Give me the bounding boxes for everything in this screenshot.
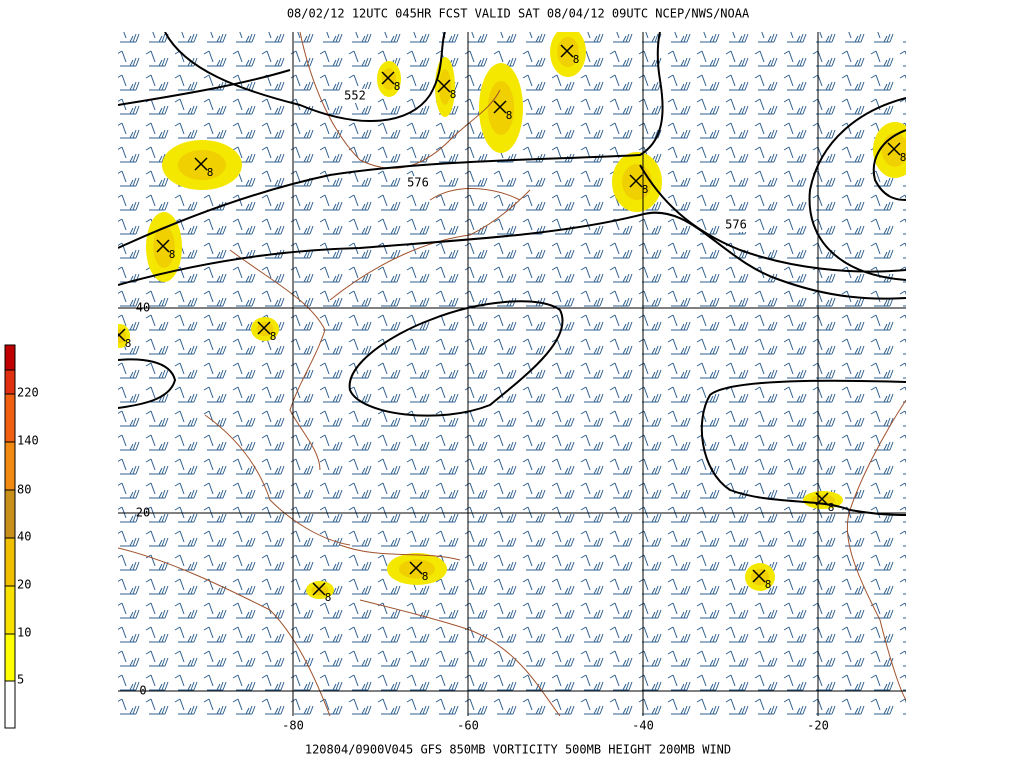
map-area: 40 20 0 552 576 576 8 8 8 8 8 8 8 8 8 8 8 8 8 8	[118, 32, 907, 716]
vorticity-max-marker	[887, 142, 901, 156]
coastline	[329, 189, 531, 301]
height-contour	[639, 164, 906, 273]
color-swatch	[4, 633, 16, 682]
vorticity-max-label: 8	[642, 183, 649, 196]
label-backdrop	[404, 176, 432, 190]
latitude-label: 20	[136, 506, 150, 520]
vorticity-max-marker	[815, 492, 829, 506]
height-contour	[118, 358, 177, 409]
legend-label: 140	[17, 434, 39, 448]
vorticity-max-label: 8	[900, 151, 907, 164]
lat-lon-grid	[118, 32, 906, 716]
height-contour-label: 552	[344, 89, 366, 103]
vorticity-max-label: 8	[394, 80, 401, 93]
legend-label: 10	[17, 626, 31, 640]
vorticity-max-label: 8	[422, 570, 429, 583]
height-contour	[808, 97, 906, 281]
longitude-label: -40	[632, 719, 654, 733]
vorticity-max-marker	[493, 100, 507, 114]
coastline	[339, 544, 561, 716]
colorbar	[4, 344, 16, 729]
vorticity-max-marker	[752, 569, 766, 583]
vorticity-max-marker	[381, 71, 395, 85]
color-swatch	[4, 489, 16, 539]
latitude-label: 0	[139, 684, 146, 698]
coastline	[118, 547, 331, 716]
height-contour	[348, 300, 564, 417]
coastline	[846, 399, 906, 701]
vorticity-max-marker	[156, 239, 170, 253]
color-swatch	[4, 369, 16, 395]
vorticity-max-label: 8	[450, 88, 457, 101]
color-swatch	[4, 344, 16, 371]
vorticity-max-label: 8	[125, 337, 132, 350]
coastline	[204, 414, 351, 546]
longitude-label: -20	[807, 719, 829, 733]
height-contour	[164, 32, 446, 122]
footer-caption: 120804/0900V045 GFS 850MB VORTICITY 500M…	[305, 743, 731, 757]
legend-label: 40	[17, 530, 31, 544]
legend-label: 5	[17, 673, 24, 687]
coastlines	[118, 32, 906, 716]
vorticity-max-marker	[118, 328, 126, 342]
legend-label: 80	[17, 483, 31, 497]
label-backdrop	[341, 89, 369, 103]
color-swatch	[4, 680, 16, 729]
vorticity-max-label: 8	[573, 53, 580, 66]
label-backdrop	[722, 218, 750, 232]
vorticity-max-label: 8	[207, 166, 214, 179]
vorticity-max-marker	[560, 44, 574, 58]
height-contours	[118, 32, 906, 516]
header-title: 08/02/12 12UTC 045HR FCST VALID SAT 08/0…	[287, 7, 750, 21]
height-contour-label: 576	[407, 176, 429, 190]
vorticity-max-marker	[194, 157, 208, 171]
vorticity-max-marker	[257, 321, 271, 335]
legend-label: 20	[17, 578, 31, 592]
vorticity-max-label: 8	[765, 578, 772, 591]
coastline	[229, 249, 326, 471]
vorticity-max-label: 8	[828, 501, 835, 514]
height-contour-label: 576	[725, 218, 747, 232]
height-contour	[872, 129, 906, 201]
vorticity-max-label: 8	[506, 109, 513, 122]
longitude-label: -60	[457, 719, 479, 733]
latitude-label: 40	[136, 301, 150, 315]
longitude-label: -80	[282, 719, 304, 733]
vorticity-max-marker	[629, 174, 643, 188]
vorticity-max-label: 8	[325, 591, 332, 604]
color-swatch	[4, 585, 16, 635]
legend-label: 220	[17, 386, 39, 400]
vorticity-max-marker	[312, 582, 326, 596]
vorticity-max-label: 8	[270, 330, 277, 343]
height-contour	[118, 211, 906, 300]
color-swatch	[4, 537, 16, 587]
vorticity-max-marker	[409, 561, 423, 575]
vorticity-max-label: 8	[169, 248, 176, 261]
color-swatch	[4, 393, 16, 443]
height-contour	[700, 379, 906, 516]
vorticity-max-marker	[437, 79, 451, 93]
height-contour	[118, 32, 664, 249]
color-swatch	[4, 441, 16, 491]
